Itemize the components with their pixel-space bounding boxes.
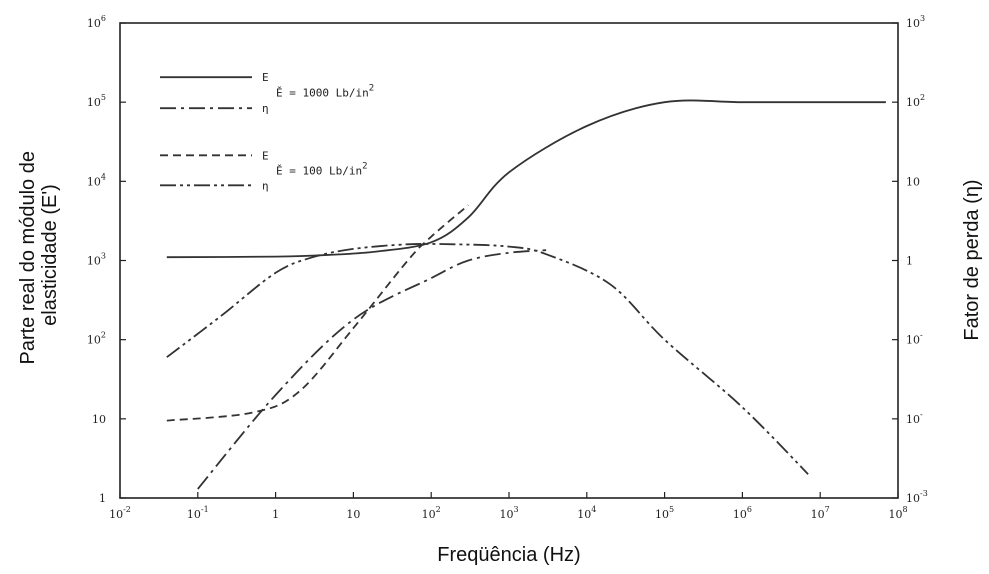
x-tick-label-base: 10 (422, 508, 436, 521)
x-tick-label-base: 10 (499, 508, 513, 521)
y-axis-left-title-line2: elasticidade (E') (39, 184, 61, 326)
x-tick-label-base: 1 (272, 508, 279, 521)
y-left-tick-label-base: 10 (87, 96, 101, 109)
legend-group-label: Ě = 100 Lb/in2 (276, 161, 368, 177)
y-right-tick-label: 10- (906, 410, 923, 426)
y-right-tick-label-base: 10 (906, 96, 920, 109)
series-line-dashdotdot (166, 243, 809, 475)
y-left-tick-label-exp: 2 (101, 331, 106, 340)
series-line-dashdot (197, 249, 547, 490)
y-right-tick-label-base: 10 (906, 492, 920, 505)
y-left-tick-label-base: 1 (99, 492, 106, 505)
x-tick-label: 102 (422, 505, 441, 521)
x-tick-label-exp: -1 (201, 505, 209, 514)
y-right-tick-label-exp: 3 (920, 14, 925, 23)
y-left-tick-label-base: 10 (87, 334, 101, 347)
legend-group-text: Ě = 1000 Lb/in (276, 87, 369, 100)
y-left-tick-label-base: 10 (87, 255, 101, 268)
x-tick-label-base: 10 (577, 508, 591, 521)
x-tick-label: 108 (888, 505, 907, 521)
x-axis-title: Freqüência (Hz) (437, 544, 580, 566)
y-right-tick-label-exp: -3 (920, 489, 928, 498)
curves-layer (166, 99, 886, 490)
x-tick-label: 104 (577, 505, 596, 521)
legend-symbol: E (262, 149, 269, 162)
x-tick-label: 107 (811, 505, 830, 521)
y-right-tick-label: 102 (906, 93, 925, 109)
y-right-tick-label-base: 10 (906, 17, 920, 30)
y-left-tick-label: 106 (87, 14, 106, 30)
y-left-tick-label-exp: 3 (101, 252, 106, 261)
y-left-tick-label: 102 (87, 331, 106, 347)
x-tick-label-base: 10 (733, 508, 747, 521)
x-tick-label-exp: 2 (436, 505, 441, 514)
x-tick-label-exp: 8 (902, 505, 907, 514)
legend-symbol: E (262, 71, 269, 84)
y-right-tick-label-exp: - (920, 331, 923, 340)
legend-group-text: Ě = 100 Lb/in (276, 164, 362, 177)
x-tick-label: 10-2 (109, 505, 131, 521)
legend-group-label: Ě = 1000 Lb/in2 (276, 84, 374, 100)
x-tick-label-exp: 3 (513, 505, 518, 514)
y-axis-left-title: Parte real do módulo de elasticidade (E'… (17, 145, 61, 364)
x-tick-label-base: 10 (109, 508, 123, 521)
y-left-tick-label: 104 (87, 172, 106, 188)
y-right-tick-label-base: 10 (906, 413, 920, 426)
y-right-tick-label: 10- (906, 331, 923, 347)
x-tick-label-base: 10 (346, 508, 360, 521)
x-tick-label: 105 (655, 505, 674, 521)
legend-symbol: η (262, 102, 269, 115)
x-tick-label-exp: 5 (669, 505, 674, 514)
y-right-tick-label-base: 10 (906, 175, 920, 188)
y-left-tick-label: 1 (99, 492, 106, 505)
y-left-tick-label-exp: 6 (101, 14, 106, 23)
x-tick-label-base: 10 (655, 508, 669, 521)
x-tick-label: 1 (272, 508, 279, 521)
y-right-tick-label: 1 (906, 255, 913, 268)
ticks-layer: 10-2 10-1 1 10 102 103 104 105 106 107 10811010210… (87, 14, 928, 521)
y-axis-right-title: Fator de perda (η) (961, 179, 983, 340)
x-tick-label: 103 (499, 505, 518, 521)
y-right-tick-label: 10 (906, 175, 920, 188)
x-tick-label-base: 10 (888, 508, 902, 521)
y-left-tick-label-exp: 4 (101, 172, 106, 181)
plot-frame (119, 22, 899, 499)
legend-group-exp: 2 (362, 161, 367, 171)
y-left-tick-label: 10 (92, 413, 106, 426)
x-tick-label-exp: 7 (825, 505, 830, 514)
y-axis-left-title-line1: Parte real do módulo de (17, 151, 39, 364)
y-right-tick-label-base: 10 (906, 334, 920, 347)
y-left-tick-label: 105 (87, 93, 106, 109)
x-tick-label: 10-1 (187, 505, 209, 521)
y-left-tick-label-base: 10 (87, 175, 101, 188)
x-tick-label-base: 10 (187, 508, 201, 521)
y-left-tick-label: 103 (87, 252, 106, 268)
y-right-tick-label-exp: - (920, 410, 923, 419)
x-tick-label: 106 (733, 505, 752, 521)
y-left-tick-label-exp: 5 (101, 93, 106, 102)
legend-symbol: η (262, 179, 269, 192)
series-line-dashed (166, 204, 469, 422)
x-tick-label-base: 10 (811, 508, 825, 521)
y-right-tick-label-exp: 2 (920, 93, 925, 102)
y-right-tick-label: 10-3 (906, 489, 928, 505)
legend-group-exp: 2 (369, 84, 374, 94)
x-tick-label-exp: 4 (591, 505, 596, 514)
y-right-tick-label-base: 1 (906, 255, 913, 268)
y-right-tick-label: 103 (906, 14, 925, 30)
series-line-solid (166, 99, 886, 259)
x-tick-label: 10 (346, 508, 360, 521)
x-tick-label-exp: 6 (747, 505, 752, 514)
y-left-tick-label-base: 10 (87, 17, 101, 30)
y-left-tick-label-base: 10 (92, 413, 106, 426)
x-tick-label-exp: -2 (123, 505, 131, 514)
